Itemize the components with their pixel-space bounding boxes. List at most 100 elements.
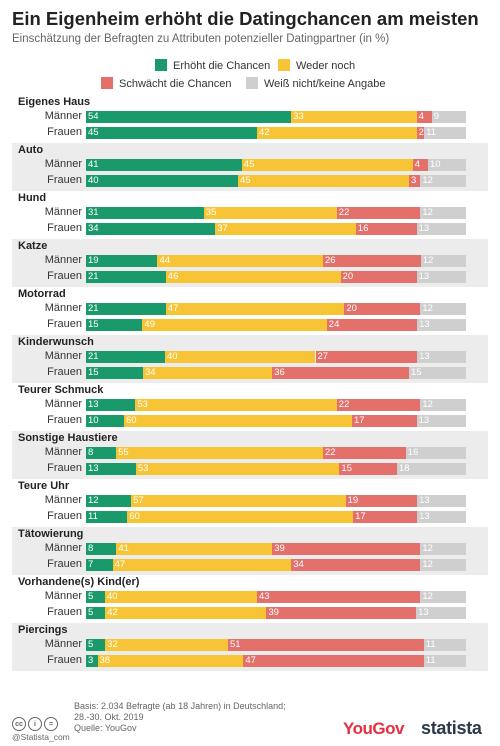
bar-value-label: 19 bbox=[88, 255, 99, 266]
bar-value-label: 34 bbox=[145, 367, 156, 378]
bar-value-label: 18 bbox=[398, 463, 410, 474]
bar-value-label: 10 bbox=[430, 159, 441, 170]
legend-item-weiss-nicht: Weiß nicht/keine Angabe bbox=[246, 77, 385, 91]
category-label: Teurer Schmuck bbox=[18, 384, 104, 396]
bar-value-label: 11 bbox=[426, 127, 437, 138]
footer-basis: Basis: 2.034 Befragte (ab 18 Jahren) in … bbox=[74, 701, 334, 734]
bar-segment bbox=[131, 495, 346, 507]
bar-segment bbox=[165, 303, 345, 315]
bar-segment bbox=[428, 159, 466, 171]
row-label: Frauen bbox=[47, 462, 82, 474]
bar-value-label: 60 bbox=[129, 511, 140, 522]
bar-value-label: 13 bbox=[419, 351, 430, 362]
bar-value-label: 7 bbox=[88, 559, 94, 570]
bar-segment bbox=[409, 367, 466, 379]
bar-value-label: 35 bbox=[205, 207, 217, 218]
bar-segment bbox=[116, 447, 324, 459]
category-label: Tätowierung bbox=[18, 528, 84, 540]
bar-value-label: 46 bbox=[167, 271, 179, 282]
category-label: Katze bbox=[18, 240, 48, 252]
bar-value-label: 11 bbox=[88, 511, 98, 522]
bar-value-label: 15 bbox=[411, 367, 422, 378]
row-label: Männer bbox=[44, 542, 82, 554]
bar-segment bbox=[416, 271, 466, 283]
row-label: Frauen bbox=[47, 606, 82, 618]
cc-icon: cc bbox=[12, 717, 26, 731]
bar-segment bbox=[291, 111, 417, 123]
bar-segment bbox=[416, 415, 466, 427]
bar-value-label: 12 bbox=[422, 543, 433, 554]
bar-value-label: 20 bbox=[346, 303, 357, 314]
bar-segment bbox=[266, 607, 417, 619]
bar-segment bbox=[417, 511, 466, 523]
legend-label: Weiß nicht/keine Angabe bbox=[264, 78, 386, 90]
bar-value-label: 21 bbox=[88, 303, 99, 314]
row-label: Männer bbox=[44, 302, 82, 314]
bar-segment bbox=[241, 159, 413, 171]
bar-value-label: 43 bbox=[259, 591, 270, 602]
bar-value-label: 12 bbox=[422, 175, 433, 186]
bar-segment bbox=[345, 495, 418, 507]
bar-segment bbox=[165, 271, 341, 283]
bar-value-label: 21 bbox=[88, 351, 99, 362]
bar-segment bbox=[417, 351, 466, 363]
bar-value-label: 42 bbox=[107, 607, 118, 618]
bar-segment bbox=[417, 495, 466, 507]
stacked-bar-chart: Eigenes Haus Männer 54 33 4 9 Frauen 45 42 2 11 Aut… bbox=[0, 95, 500, 675]
bar-segment bbox=[86, 399, 136, 411]
bar-segment bbox=[86, 207, 204, 219]
bar-segment bbox=[86, 495, 132, 507]
category-label: Kinderwunsch bbox=[18, 336, 94, 348]
category-label: Vorhandene(s) Kind(er) bbox=[18, 576, 140, 588]
bar-segment bbox=[323, 447, 406, 459]
bar-segment bbox=[412, 159, 428, 171]
license-icons: cc i = bbox=[12, 713, 60, 731]
bar-segment bbox=[409, 175, 421, 187]
bar-segment bbox=[326, 319, 418, 331]
bar-segment bbox=[431, 111, 466, 123]
bar-segment bbox=[143, 367, 273, 379]
row-label: Frauen bbox=[47, 222, 82, 234]
bar-value-label: 37 bbox=[217, 223, 228, 234]
bar-value-label: 53 bbox=[137, 399, 148, 410]
bar-segment bbox=[86, 447, 117, 459]
bar-value-label: 41 bbox=[118, 543, 129, 554]
bar-segment bbox=[243, 655, 424, 667]
bar-value-label: 3 bbox=[411, 175, 417, 186]
bar-value-label: 16 bbox=[407, 447, 419, 458]
bar-segment bbox=[417, 319, 466, 331]
bar-segment bbox=[272, 543, 421, 555]
legend-item-weder: Weder noch bbox=[278, 59, 355, 73]
chart-title: Ein Eigenheim erhöht die Datingchancen a… bbox=[12, 8, 479, 29]
bar-value-label: 8 bbox=[88, 447, 94, 458]
bar-segment bbox=[336, 207, 421, 219]
bar-value-label: 53 bbox=[137, 463, 149, 474]
bar-segment bbox=[420, 399, 466, 411]
bar-segment bbox=[423, 639, 466, 651]
row-label: Frauen bbox=[47, 654, 82, 666]
bar-segment bbox=[116, 543, 273, 555]
bar-value-label: 47 bbox=[167, 303, 179, 314]
bar-value-label: 13 bbox=[418, 415, 430, 426]
bar-segment bbox=[352, 415, 417, 427]
bar-value-label: 40 bbox=[167, 351, 178, 362]
row-label: Frauen bbox=[47, 270, 82, 282]
bar-value-label: 31 bbox=[88, 207, 99, 218]
row-label: Männer bbox=[44, 110, 82, 122]
bar-value-label: 4 bbox=[418, 111, 424, 122]
legend-item-erhoeht: Erhöht die Chancen bbox=[155, 59, 270, 73]
bar-value-label: 21 bbox=[88, 271, 99, 282]
bar-value-label: 15 bbox=[341, 463, 352, 474]
bar-value-label: 12 bbox=[422, 559, 433, 570]
category-label: Eigenes Haus bbox=[18, 96, 91, 108]
bar-value-label: 11 bbox=[425, 655, 436, 666]
bar-segment bbox=[353, 511, 418, 523]
bar-segment bbox=[86, 639, 106, 651]
bar-segment bbox=[238, 175, 409, 187]
bar-value-label: 13 bbox=[419, 511, 430, 522]
bar-segment bbox=[344, 303, 421, 315]
bar-value-label: 33 bbox=[293, 111, 304, 122]
bar-segment bbox=[105, 639, 229, 651]
bar-segment bbox=[355, 223, 417, 235]
bar-segment bbox=[124, 415, 352, 427]
